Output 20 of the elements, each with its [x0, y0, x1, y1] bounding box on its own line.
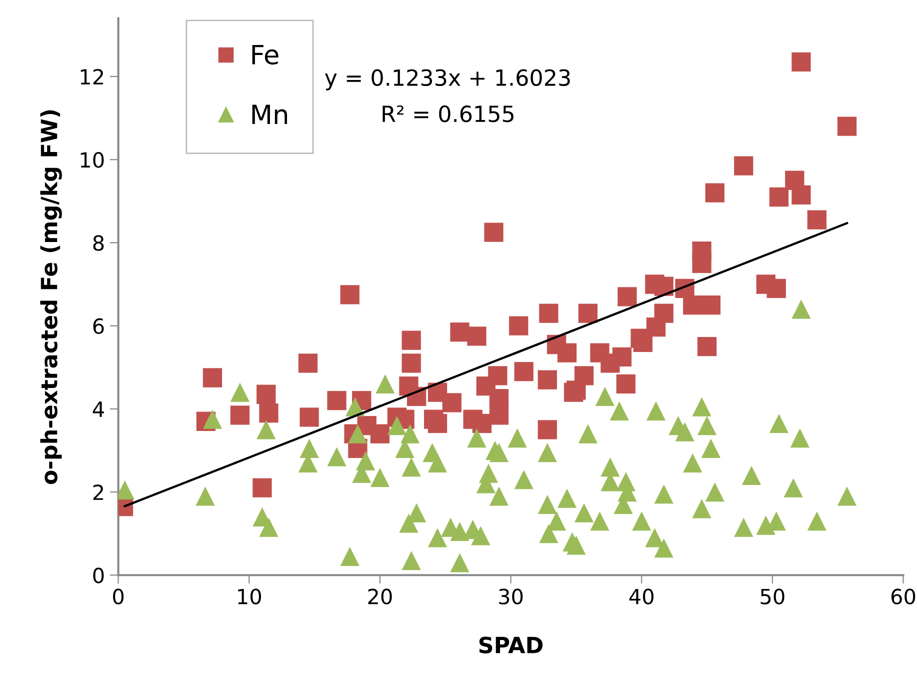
x-tick-label: 10	[238, 588, 261, 604]
x-axis-title: SPAD	[479, 636, 543, 654]
y-tick-label: 2	[93, 484, 104, 500]
x-tick-label: 0	[113, 588, 124, 604]
y-tick-label: 10	[80, 152, 104, 168]
annotation: R² = 0.6155	[382, 105, 514, 122]
x-tick-label: 60	[891, 588, 916, 604]
y-tick-label: 0	[93, 568, 104, 584]
y-tick-label: 6	[93, 318, 104, 334]
x-tick-label: 20	[368, 588, 392, 604]
y-tick-label: 4	[92, 402, 104, 417]
legend-label: Fe	[252, 44, 278, 65]
x-tick-label: 40	[629, 588, 654, 604]
x-tick-label: 30	[499, 588, 523, 604]
legend-label: Mn	[252, 104, 288, 124]
y-axis-title: o-ph-extracted Fe (mg/kg FW)	[40, 110, 62, 484]
y-tick-label: 12	[80, 68, 104, 84]
annotation: y = 0.1233x + 1.6023	[324, 69, 570, 90]
y-tick-label: 8	[93, 235, 104, 251]
x-tick-label: 50	[760, 588, 784, 604]
